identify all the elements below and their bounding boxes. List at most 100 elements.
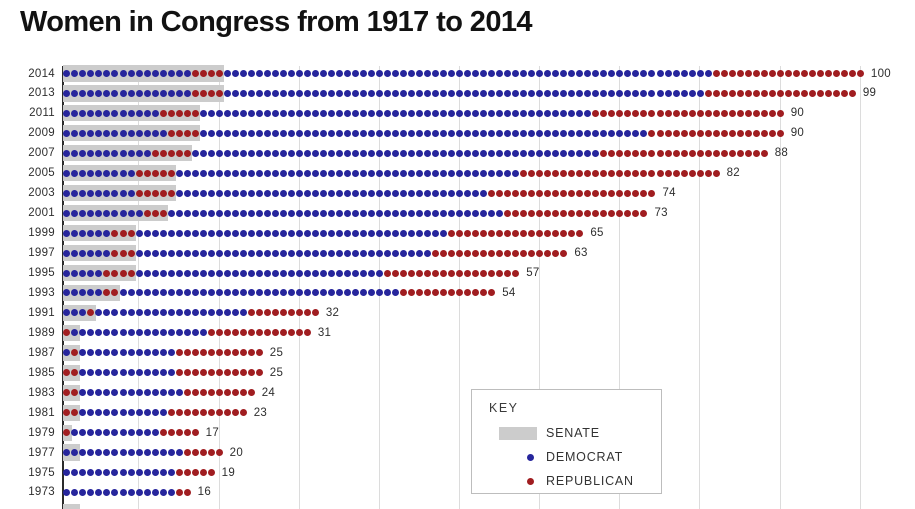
- democrat-dot: [576, 89, 584, 97]
- democrat-dot: [247, 129, 255, 137]
- republican-dot: [720, 129, 728, 137]
- democrat-dot: [367, 89, 375, 97]
- republican-dot: [175, 469, 183, 476]
- democrat-dot: [367, 109, 375, 117]
- republican-dot: [808, 89, 816, 97]
- democrat-dot: [135, 209, 143, 217]
- democrat-dot: [135, 449, 143, 457]
- republican-dot: [568, 189, 576, 197]
- republican-dot: [632, 209, 640, 217]
- democrat-dot: [367, 129, 375, 137]
- democrat-dot: [143, 109, 151, 117]
- democrat-dot: [343, 70, 351, 77]
- democrat-dot: [279, 129, 287, 137]
- republican-dot: [263, 329, 271, 337]
- republican-dot: [448, 249, 456, 257]
- democrat-dot: [472, 70, 480, 77]
- democrat-dot: [143, 89, 151, 97]
- republican-dot: [688, 149, 696, 157]
- republican-dot: [712, 169, 720, 177]
- republican-dot: [111, 269, 119, 277]
- republican-dot: [448, 289, 456, 297]
- republican-dot: [167, 409, 175, 417]
- democrat-dot: [279, 149, 287, 157]
- republican-dot: [720, 149, 728, 157]
- democrat-dot: [111, 329, 119, 337]
- democrat-dot: [287, 269, 295, 277]
- republican-dot: [400, 269, 408, 277]
- democrat-dot: [512, 169, 520, 177]
- democrat-dot: [151, 449, 159, 457]
- democrat-dot: [135, 269, 143, 277]
- democrat-dot: [600, 129, 608, 137]
- republican-dot: [624, 189, 632, 197]
- republican-dot: [632, 169, 640, 177]
- democrat-dot: [231, 209, 239, 217]
- democrat-dot: [255, 289, 263, 297]
- democrat-dot: [359, 109, 367, 117]
- democrat-dot: [127, 449, 135, 457]
- republican-dot: [728, 129, 736, 137]
- democrat-dot: [408, 209, 416, 217]
- democrat-dot: [448, 169, 456, 177]
- row-total-label: 74: [662, 187, 676, 200]
- democrat-dot: [223, 129, 231, 137]
- democrat-dot: [279, 70, 287, 77]
- democrat-dot: [319, 149, 327, 157]
- democrat-dot: [424, 189, 432, 197]
- democrat-dot: [584, 70, 592, 77]
- republican-dot: [303, 309, 311, 317]
- democrat-dot: [392, 109, 399, 117]
- democrat-dot: [95, 229, 103, 237]
- republican-dot: [712, 149, 720, 157]
- democrat-dot: [207, 269, 215, 277]
- democrat-dot: [416, 209, 424, 217]
- democrat-dot: [375, 249, 383, 257]
- democrat-dot: [295, 70, 303, 77]
- republican-dot: [456, 269, 464, 277]
- democrat-dot: [512, 129, 520, 137]
- democrat-dot: [71, 309, 79, 317]
- republican-dot: [295, 329, 303, 337]
- democrat-dot: [191, 169, 199, 177]
- democrat-dot: [239, 129, 247, 137]
- democrat-dot: [127, 429, 135, 437]
- democrat-dot: [488, 209, 496, 217]
- democrat-dot: [287, 89, 295, 97]
- republican-dot: [167, 189, 175, 197]
- republican-dot: [680, 129, 688, 137]
- democrat-dot: [375, 189, 383, 197]
- democrat-dot: [143, 449, 151, 457]
- republican-dot: [103, 289, 111, 297]
- democrat-dot: [159, 488, 167, 496]
- republican-dot: [704, 129, 712, 137]
- democrat-dot: [367, 189, 375, 197]
- republican-dot: [648, 189, 656, 197]
- democrat-dot: [327, 70, 335, 77]
- democrat-dot: [592, 70, 600, 77]
- democrat-dot: [207, 309, 215, 317]
- democrat-dot: [536, 149, 544, 157]
- democrat-dot: [95, 169, 103, 177]
- democrat-dot: [63, 488, 71, 496]
- democrat-dot: [496, 129, 504, 137]
- row-year-label: 2003: [28, 187, 55, 200]
- row-year-label: 1973: [28, 486, 55, 499]
- democrat-dot: [167, 70, 175, 77]
- democrat-dot: [367, 249, 375, 257]
- democrat-dot: [223, 89, 231, 97]
- republican-dot: [223, 409, 231, 417]
- democrat-dot: [367, 169, 375, 177]
- democrat-dot: [295, 229, 303, 237]
- republican-dot: [760, 109, 768, 117]
- democrat-dot: [536, 70, 544, 77]
- democrat-dot: [215, 229, 223, 237]
- democrat-dot: [303, 289, 311, 297]
- democrat-dot: [95, 189, 103, 197]
- democrat-dot: [223, 289, 231, 297]
- republican-dot: [239, 369, 247, 377]
- democrat-dot: [231, 289, 239, 297]
- republican-dot: [560, 249, 568, 257]
- republican-dot: [263, 309, 271, 317]
- democrat-dot: [71, 488, 79, 496]
